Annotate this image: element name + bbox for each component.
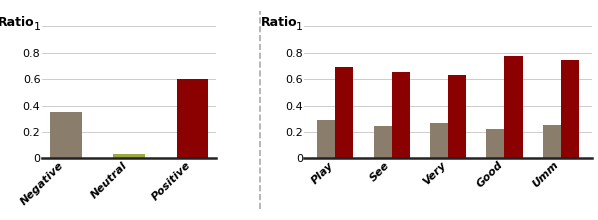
Legend: Negative, Positive: Negative, Positive <box>325 0 512 6</box>
Bar <box>561 60 579 158</box>
Text: Ratio: Ratio <box>0 16 35 29</box>
Bar <box>374 126 392 158</box>
Bar <box>318 120 335 158</box>
Bar <box>335 67 353 158</box>
Text: Ratio: Ratio <box>261 16 298 29</box>
Bar <box>543 125 561 158</box>
Bar <box>505 56 523 158</box>
Bar <box>448 75 466 158</box>
Bar <box>113 154 145 158</box>
Bar <box>176 79 208 158</box>
Bar <box>392 72 410 158</box>
Bar <box>486 129 505 158</box>
Bar <box>50 112 81 158</box>
Bar <box>430 123 448 158</box>
